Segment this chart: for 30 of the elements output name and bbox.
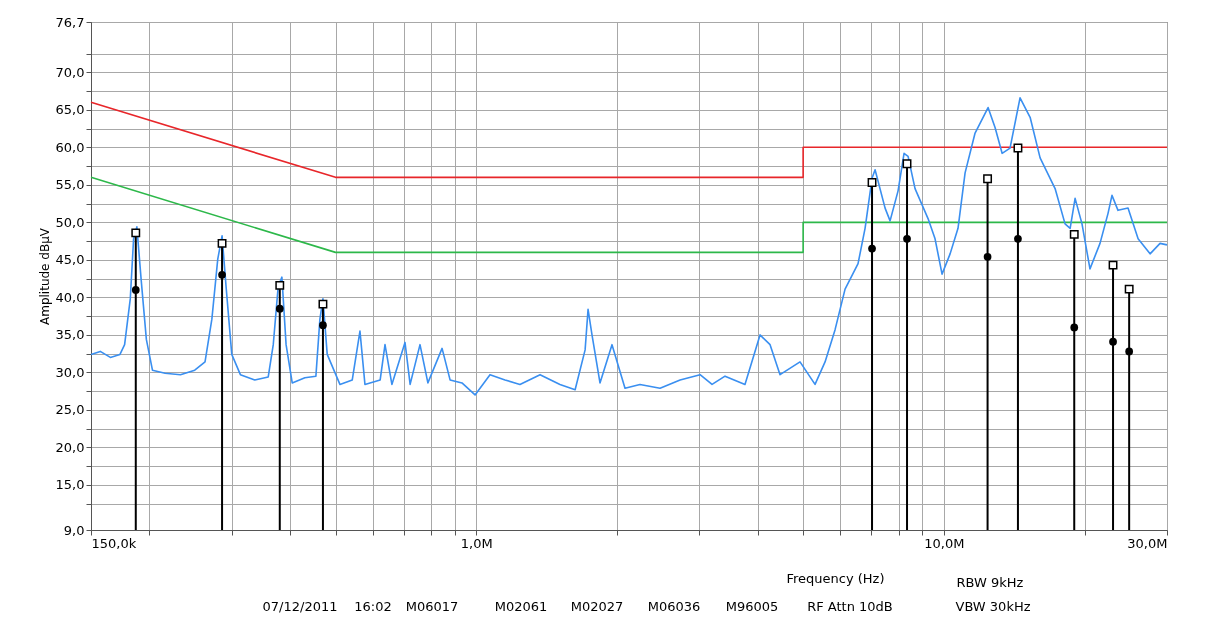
text: M02061 [494,599,548,614]
x-tick-label: 150,0k [91,535,137,551]
text: 16:02 [354,599,392,614]
y-tick-label: 15,0 [55,477,85,493]
y-axis-title: Amplitude dBµV [37,227,52,326]
x-tick-label: 1,0M [460,535,493,551]
text: 07/12/2011 [262,599,338,614]
y-tick-label: 45,0 [55,252,85,268]
x-tick-label: 10,0M [924,535,965,551]
x-tick-label: 30,0M [1127,535,1168,551]
text: RBW 9kHz [956,575,1024,590]
y-tick-label: 55,0 [55,177,85,193]
text: M06036 [647,599,701,614]
y-tick-label: 65,0 [55,102,85,118]
text: M02027 [570,599,624,614]
y-tick-label: 25,0 [55,402,85,418]
y-tick-label: 50,0 [55,214,85,230]
y-tick-label: 9,0 [63,522,85,538]
y-tick-label: 30,0 [55,364,85,380]
y-tick-label: 70,0 [55,64,85,80]
x-axis-title: Frequency (Hz) [786,570,885,586]
y-tick-label: 60,0 [55,139,85,155]
y-tick-label: 40,0 [55,289,85,305]
text: RF Attn 10dB [807,599,893,614]
text: M06017 [405,599,459,614]
text: M96005 [725,599,779,614]
text: VBW 30kHz [955,599,1031,614]
y-tick-label: 20,0 [55,439,85,455]
y-tick-label: 35,0 [55,327,85,343]
y-tick-label: 76,7 [55,14,85,30]
